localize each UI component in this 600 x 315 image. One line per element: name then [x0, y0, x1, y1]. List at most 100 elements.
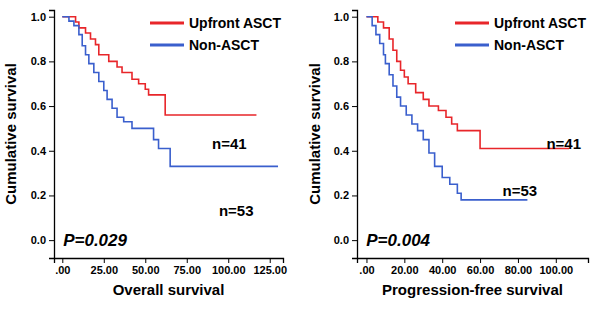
annotation: P=0.029	[63, 231, 127, 250]
y-tick-label: 0.0	[334, 234, 349, 246]
chart: .0025.0050.0075.00100.00125.000.00.20.40…	[2, 11, 287, 299]
x-tick: 60.00	[467, 258, 495, 276]
survival-curve	[62, 17, 278, 167]
chart: .0020.0040.0060.0080.00100.000.00.20.40.…	[306, 11, 589, 299]
y-tick-mark	[49, 106, 54, 107]
plot-marks	[366, 17, 569, 200]
legend-label: Non-ASCT	[189, 37, 259, 53]
y-tick-label: 0.4	[31, 145, 47, 157]
y-tick: 0.6	[334, 100, 357, 112]
legend-swatch	[455, 22, 489, 25]
x-axis-line	[55, 259, 284, 264]
x-tick-label: 100.00	[212, 264, 246, 276]
y-axis-line	[49, 11, 55, 259]
y-tick: 0.8	[31, 55, 54, 67]
x-tick: 25.00	[91, 258, 119, 276]
y-tick-label: 0.4	[334, 145, 350, 157]
y-tick-mark	[49, 195, 54, 196]
legend-swatch	[150, 22, 184, 25]
x-axis-line	[358, 259, 589, 264]
y-tick-label: 0.6	[31, 100, 46, 112]
y-tick-label: 0.6	[334, 100, 349, 112]
y-axis-title: Cumulative survival	[2, 63, 19, 205]
y-tick: 1.0	[31, 11, 54, 23]
y-tick-mark	[49, 61, 54, 62]
legend: Upfront ASCT Non-ASCT	[455, 15, 586, 53]
y-tick-label: 1.0	[31, 11, 46, 23]
y-tick: 0.0	[31, 234, 54, 246]
x-tick-mark	[145, 258, 146, 263]
x-tick-mark	[480, 258, 481, 263]
legend-label: Upfront ASCT	[189, 15, 281, 31]
survival-curve	[366, 17, 569, 149]
x-tick: .00	[55, 258, 70, 276]
y-tick-mark	[352, 195, 357, 196]
x-tick-mark	[270, 258, 271, 263]
x-tick-label: 80.00	[505, 264, 533, 276]
x-axis-title: Progression-free survival	[382, 281, 563, 298]
annotation: P=0.004	[366, 231, 430, 250]
x-tick: 125.00	[253, 258, 287, 276]
y-axis-title: Cumulative survival	[306, 63, 323, 205]
y-tick: 0.8	[334, 55, 357, 67]
y-tick-mark	[49, 151, 54, 152]
annotation: n=53	[503, 182, 538, 199]
y-tick: 0.2	[31, 189, 54, 201]
legend-swatch	[455, 44, 489, 47]
y-tick-label: 1.0	[334, 11, 349, 23]
x-tick-label: 20.00	[391, 264, 419, 276]
x-tick: 20.00	[391, 258, 419, 276]
x-tick: 100.00	[539, 258, 573, 276]
x-tick-mark	[366, 258, 367, 263]
x-tick-mark	[62, 258, 63, 263]
x-tick-mark	[442, 258, 443, 263]
y-tick: 0.0	[334, 234, 357, 246]
x-tick-label: .00	[359, 264, 374, 276]
y-tick-label: 0.2	[31, 189, 46, 201]
x-tick-mark	[404, 258, 405, 263]
y-tick-mark	[49, 17, 54, 18]
legend-swatch	[150, 44, 184, 47]
y-axis: 0.0 0.2 0.4 0.6 0.8 1.0	[31, 11, 55, 259]
annotation: n=53	[219, 202, 254, 219]
x-tick: .00	[359, 258, 374, 276]
x-tick-label: 25.00	[91, 264, 119, 276]
x-tick-label: 40.00	[429, 264, 457, 276]
x-tick: 100.00	[212, 258, 246, 276]
x-axis-title: Overall survival	[113, 281, 225, 298]
annotation: n=41	[546, 135, 581, 152]
x-tick-mark	[228, 258, 229, 263]
x-tick: 40.00	[429, 258, 457, 276]
x-tick-mark	[556, 258, 557, 263]
y-tick-label: 0.8	[334, 55, 349, 67]
y-tick: 0.4	[31, 145, 54, 157]
y-tick: 0.4	[334, 145, 357, 157]
x-axis: .00 25.00 50.00 75.00 100.00 125.00	[55, 258, 288, 276]
figure: .0025.0050.0075.00100.00125.000.00.20.40…	[0, 0, 600, 315]
y-tick-mark	[352, 17, 357, 18]
legend: Upfront ASCT Non-ASCT	[150, 15, 281, 53]
y-axis: 0.0 0.2 0.4 0.6 0.8 1.0	[334, 11, 358, 259]
legend-label: Upfront ASCT	[494, 15, 586, 31]
y-axis-line	[352, 11, 358, 259]
y-tick-label: 0.0	[31, 234, 46, 246]
x-tick: 50.00	[132, 258, 160, 276]
y-tick: 0.6	[31, 100, 54, 112]
x-tick: 80.00	[505, 258, 533, 276]
x-tick-mark	[518, 258, 519, 263]
x-tick-mark	[104, 258, 105, 263]
x-tick-label: 100.00	[539, 264, 573, 276]
survival-curve	[62, 17, 256, 115]
y-tick-mark	[352, 151, 357, 152]
x-tick-label: 60.00	[467, 264, 495, 276]
x-axis: .00 20.00 40.00 60.00 80.00 100.00	[358, 258, 589, 276]
legend-label: Non-ASCT	[494, 37, 564, 53]
y-tick: 0.2	[334, 189, 357, 201]
x-tick: 75.00	[173, 258, 201, 276]
y-tick-label: 0.2	[334, 189, 349, 201]
x-tick-mark	[187, 258, 188, 263]
x-tick-label: 75.00	[173, 264, 201, 276]
x-tick-label: .00	[55, 264, 70, 276]
annotation: n=41	[212, 135, 247, 152]
y-tick-mark	[352, 61, 357, 62]
